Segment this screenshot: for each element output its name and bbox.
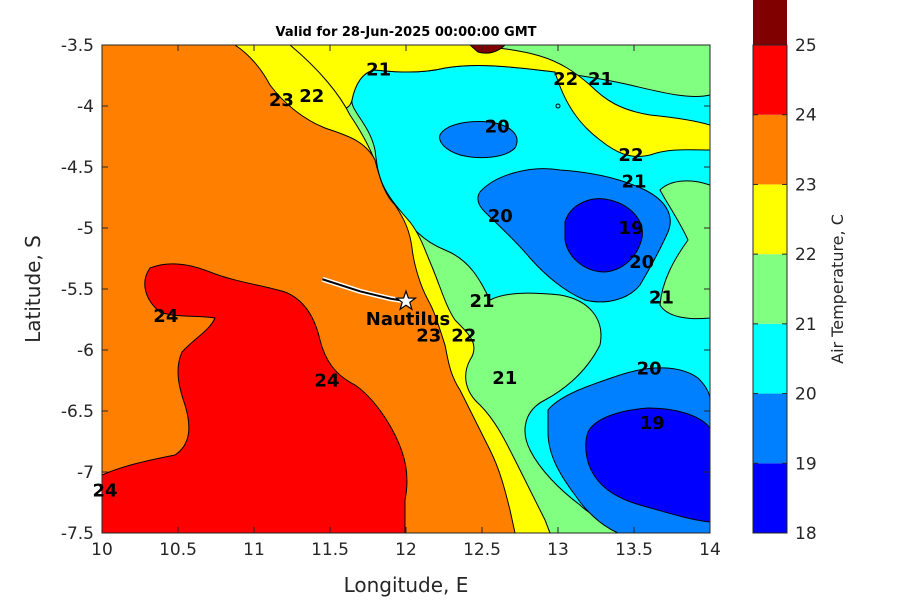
contour-label: 19 (640, 413, 665, 434)
contour-label: 21 (621, 172, 646, 193)
x-tick-label: 10 (91, 540, 113, 560)
colorbar-segment (753, 114, 787, 185)
contour-label: 24 (314, 371, 339, 392)
x-tick-label: 12.5 (463, 540, 501, 560)
colorbar-label: Air Temperature, C (828, 214, 847, 364)
colorbar-tick-label: 25 (795, 36, 817, 56)
contour-label: 24 (93, 480, 118, 501)
colorbar-ticks: 18 19 20 21 22 23 24 25 (753, 36, 817, 544)
y-tick-label: -3.5 (61, 36, 94, 56)
contour-label: 22 (618, 145, 643, 166)
colorbar-tick-label: 18 (795, 524, 817, 544)
y-tick-label: -6.5 (61, 402, 94, 422)
contour-label: 22 (451, 325, 476, 346)
contour-dot (555, 103, 561, 109)
contour-label: 21 (469, 291, 494, 312)
y-tick-label: -4 (77, 97, 94, 117)
x-tick-label: 13 (547, 540, 569, 560)
y-axis-ticks: -3.5 -4 -4.5 -5 -5.5 -6 -6.5 -7 -7.5 (61, 36, 710, 544)
chart-title: Valid for 28-Jun-2025 00:00:00 GMT (276, 25, 537, 40)
contour-label: 20 (637, 358, 662, 379)
x-tick-label: 11 (243, 540, 265, 560)
colorbar-tick-label: 22 (795, 245, 817, 265)
colorbar-frame (752, 44, 788, 534)
contour-label: 22 (299, 86, 324, 107)
contour-label: 24 (153, 306, 178, 327)
y-tick-label: -4.5 (61, 158, 94, 178)
ship-layer: Nautilus (321, 276, 451, 330)
contour-label: 21 (492, 368, 517, 389)
band-18-19-south (585, 407, 710, 523)
contour-label: 21 (588, 69, 613, 90)
x-tick-label: 10.5 (159, 540, 197, 560)
x-axis-label: Longitude, E (344, 573, 469, 597)
colorbar-segment (753, 393, 787, 464)
colorbar-tick-label: 20 (795, 385, 817, 405)
contour-label: 20 (629, 252, 654, 273)
colorbar-tick-label: 23 (795, 175, 817, 195)
colorbar-segment (753, 323, 787, 394)
contour-field (102, 45, 710, 533)
x-tick-label: 12 (395, 540, 417, 560)
band-21-22-east (659, 180, 710, 320)
colorbar (752, 0, 788, 534)
band-19-20-north (439, 121, 518, 159)
contour-label: 21 (366, 59, 391, 80)
contour-label: 22 (553, 69, 578, 90)
y-tick-label: -5.5 (61, 280, 94, 300)
y-tick-label: -7 (77, 463, 94, 483)
ship-name-label: Nautilus (366, 309, 451, 330)
contour-label: 20 (488, 206, 513, 227)
x-tick-label: 13.5 (615, 540, 653, 560)
y-tick-label: -5 (77, 219, 94, 239)
contour-label: 20 (485, 117, 510, 138)
colorbar-segment (753, 254, 787, 324)
x-tick-label: 14 (699, 540, 721, 560)
band-18-19-central (564, 198, 643, 273)
contour-label: 23 (416, 325, 441, 346)
colorbar-segment (753, 463, 787, 533)
contour-label: 21 (649, 288, 674, 309)
contour-label: 19 (618, 218, 643, 239)
colorbar-segment (753, 0, 787, 46)
colorbar-segment (753, 184, 787, 255)
x-tick-label: 11.5 (311, 540, 349, 560)
y-tick-label: -7.5 (61, 524, 94, 544)
colorbar-segment (753, 45, 787, 115)
y-tick-label: -6 (77, 341, 94, 361)
y-axis-label: Latitude, S (21, 235, 45, 343)
colorbar-tick-label: 21 (795, 315, 817, 335)
contour-label: 23 (269, 90, 294, 111)
band-24-25 (102, 263, 408, 533)
ship-star-icon (394, 289, 418, 311)
x-axis-ticks: 10 10.5 11 11.5 12 12.5 13 13.5 14 (91, 45, 721, 560)
colorbar-tick-label: 19 (795, 454, 817, 474)
colorbar-tick-label: 24 (795, 106, 817, 126)
